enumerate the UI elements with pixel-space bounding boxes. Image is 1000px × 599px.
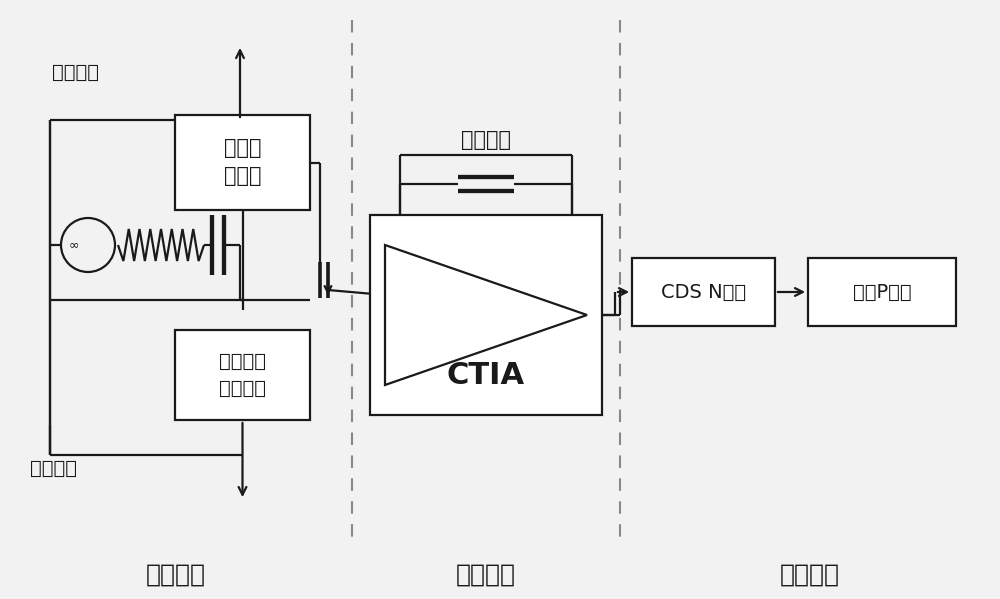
Text: 积分电路: 积分电路: [456, 563, 516, 587]
Bar: [175, 115, 310, 210]
Bar: [175, 330, 310, 420]
Text: 输出P跟随: 输出P跟随: [853, 283, 911, 301]
Text: 输入电路: 输入电路: [146, 563, 206, 587]
Text: 输出电路: 输出电路: [780, 563, 840, 587]
Text: ∞: ∞: [69, 238, 79, 252]
Text: CDS N跟随: CDS N跟随: [661, 283, 746, 301]
Text: 积分电容: 积分电容: [461, 130, 511, 150]
Bar: [632, 258, 775, 326]
Text: 电流镜产
生的电流: 电流镜产 生的电流: [219, 352, 266, 398]
Text: CTIA: CTIA: [447, 361, 525, 389]
Text: 参考电压: 参考电压: [52, 62, 99, 81]
Text: 电流存
储单元: 电流存 储单元: [224, 138, 261, 186]
Text: 参考电压: 参考电压: [30, 458, 77, 477]
Bar: [370, 215, 602, 415]
Bar: [808, 258, 956, 326]
